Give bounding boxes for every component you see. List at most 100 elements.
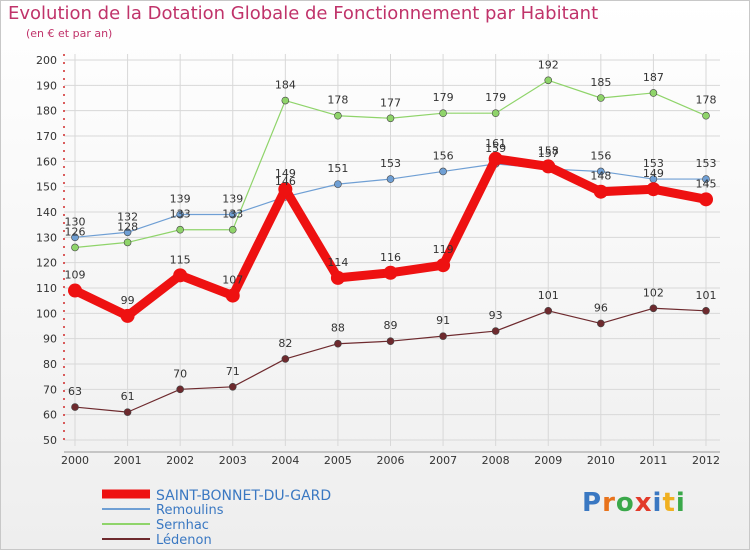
data-label: 178 <box>327 94 348 107</box>
data-label: 88 <box>331 322 345 335</box>
legend-label: Sernhac <box>156 518 209 533</box>
data-point <box>334 111 342 120</box>
y-tick-label: 130 <box>36 231 57 244</box>
data-label: 132 <box>117 210 138 223</box>
data-point <box>439 332 447 340</box>
y-tick-label: 140 <box>36 206 57 219</box>
data-label: 107 <box>222 274 243 287</box>
data-point <box>386 114 395 123</box>
data-label: 139 <box>222 193 243 206</box>
x-tick-label: 2001 <box>114 454 142 467</box>
data-label: 159 <box>485 142 506 155</box>
data-point <box>330 270 345 285</box>
data-point <box>278 182 293 197</box>
data-point <box>597 319 605 328</box>
legend-label: Lédenon <box>156 533 212 548</box>
data-point <box>228 225 237 234</box>
data-label: 101 <box>538 289 559 302</box>
data-point <box>544 306 553 315</box>
y-tick-label: 120 <box>36 257 57 270</box>
data-label: 177 <box>380 96 401 109</box>
x-tick-label: 2007 <box>429 454 457 467</box>
data-label: 158 <box>538 144 559 157</box>
data-point <box>123 228 132 237</box>
data-label: 102 <box>643 286 664 299</box>
data-label: 126 <box>65 225 86 238</box>
data-point <box>702 175 710 183</box>
data-point <box>597 94 605 102</box>
data-point <box>176 210 184 219</box>
data-label: 146 <box>275 175 296 188</box>
y-tick-label: 50 <box>43 434 57 447</box>
data-point <box>544 76 553 85</box>
logo-letter: i <box>675 488 686 518</box>
data-point <box>71 233 79 242</box>
x-tick-label: 2000 <box>61 454 89 467</box>
data-label: 63 <box>68 385 82 398</box>
data-label: 91 <box>436 314 450 327</box>
y-tick-label: 80 <box>43 358 57 371</box>
y-tick-label: 170 <box>36 130 57 143</box>
data-point <box>488 151 503 166</box>
data-label: 96 <box>594 301 608 314</box>
data-label: 128 <box>117 220 138 233</box>
data-point <box>386 337 395 346</box>
data-point <box>123 408 132 416</box>
logo-letter: t <box>662 488 676 518</box>
x-tick-label: 2008 <box>482 454 510 467</box>
data-label: 179 <box>433 91 454 104</box>
data-label: 89 <box>384 319 398 332</box>
data-point <box>334 180 342 188</box>
data-point <box>281 355 290 363</box>
x-tick-label: 2012 <box>692 454 720 467</box>
data-point <box>383 265 398 280</box>
data-label: 71 <box>226 365 240 378</box>
data-point <box>68 283 82 298</box>
legend-label: Remoulins <box>156 503 224 518</box>
data-label: 149 <box>275 167 296 180</box>
data-label: 70 <box>173 367 187 380</box>
data-label: 151 <box>327 162 348 175</box>
data-label: 99 <box>121 294 135 307</box>
data-point <box>491 327 500 335</box>
data-label: 139 <box>170 193 191 206</box>
logo-letter: i <box>652 488 663 518</box>
data-point <box>281 96 290 105</box>
y-tick-label: 100 <box>36 307 57 320</box>
data-point <box>176 225 184 234</box>
data-point <box>649 89 658 97</box>
logo-letter: r <box>602 488 616 518</box>
data-point <box>123 238 132 247</box>
data-label: 153 <box>380 157 401 170</box>
data-label: 161 <box>485 137 506 150</box>
data-label: 157 <box>538 147 559 160</box>
data-point <box>541 159 556 174</box>
x-tick-label: 2009 <box>534 454 562 467</box>
data-point <box>176 385 184 394</box>
data-label: 179 <box>485 91 506 104</box>
legend-label: SAINT-BONNET-DU-GARD <box>156 488 331 504</box>
data-label: 130 <box>65 215 86 228</box>
chart-subtitle: (en € et par an) <box>26 27 113 40</box>
logo-letter: o <box>615 488 635 518</box>
logo-letter: P <box>582 488 603 518</box>
x-tick-label: 2004 <box>271 454 299 467</box>
data-point <box>173 268 188 283</box>
y-tick-label: 160 <box>36 155 57 168</box>
data-point <box>649 304 658 313</box>
data-point <box>71 243 79 252</box>
data-point <box>228 210 237 219</box>
y-tick-label: 200 <box>36 54 57 67</box>
y-tick-label: 150 <box>36 181 57 194</box>
data-point <box>646 182 661 197</box>
data-label: 187 <box>643 71 664 84</box>
data-label: 156 <box>433 149 454 162</box>
data-label: 149 <box>643 167 664 180</box>
x-tick-label: 2002 <box>166 454 194 467</box>
logo-letter: x <box>634 488 653 518</box>
data-label: 114 <box>327 256 348 269</box>
data-label: 101 <box>696 289 717 302</box>
data-point <box>699 192 713 207</box>
data-point <box>439 167 447 176</box>
y-tick-label: 190 <box>36 79 57 92</box>
